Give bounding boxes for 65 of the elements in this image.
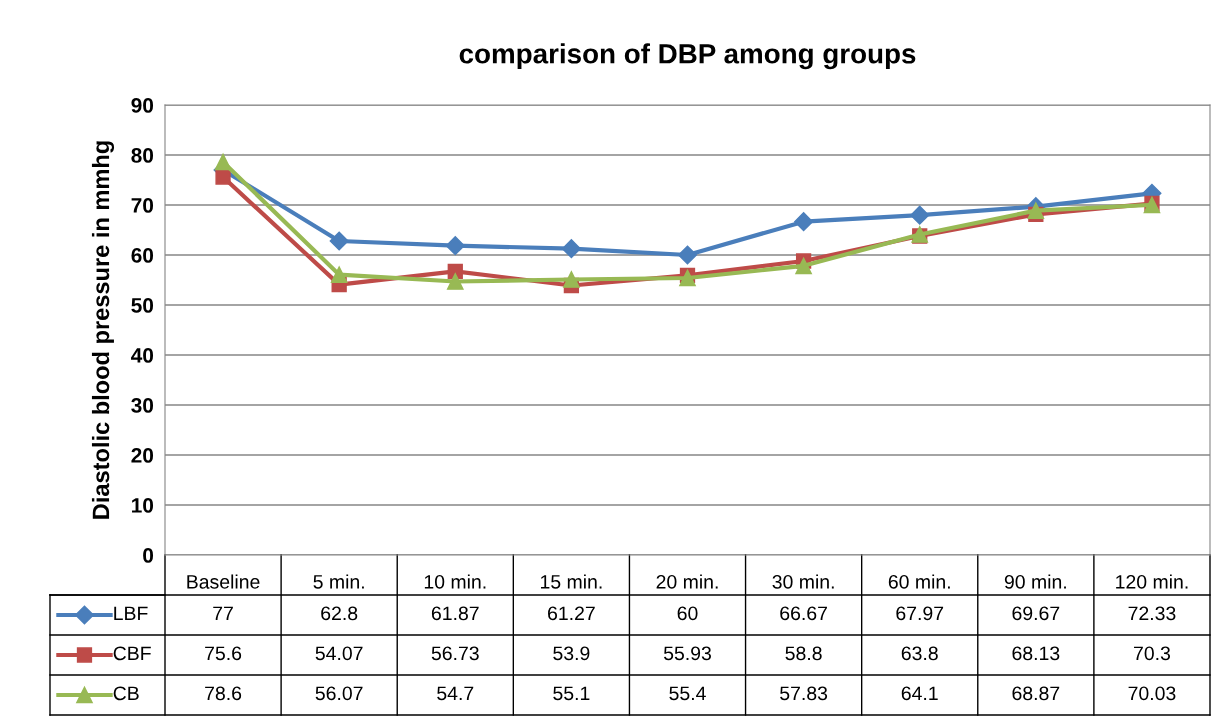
data-label: 55.93 [663, 646, 711, 661]
data-label: 63.8 [901, 646, 938, 661]
x-tick-label: 20 min. [656, 574, 718, 589]
y-tick-label: 80 [131, 148, 154, 163]
data-label: 70.3 [1134, 646, 1171, 661]
data-label: 53.9 [553, 646, 590, 661]
point [215, 169, 231, 185]
x-tick-label: 30 min. [772, 574, 834, 589]
point [330, 266, 348, 283]
y-tick-label: 30 [131, 398, 154, 413]
data-label: 54.07 [315, 646, 363, 661]
point [794, 212, 814, 232]
point [329, 231, 349, 251]
legend-label: CBF [113, 646, 151, 661]
y-tick-label: 50 [131, 298, 154, 313]
x-tick-label: 5 min. [313, 574, 364, 589]
data-label: 60 [677, 606, 698, 621]
data-label: 62.8 [321, 606, 358, 621]
legend-label: CB [113, 686, 139, 701]
point [679, 269, 696, 287]
point [563, 271, 580, 288]
data-label: 57.83 [780, 686, 828, 701]
x-tick-label: 90 min. [1004, 574, 1066, 589]
point [561, 239, 581, 259]
y-tick-label: 60 [131, 248, 154, 263]
data-label: 55.1 [553, 686, 590, 701]
legend-label: LBF [114, 606, 148, 621]
data-label: 54.7 [437, 686, 474, 701]
data-label: 70.03 [1128, 686, 1176, 701]
point [795, 257, 812, 275]
data-label: 61.27 [548, 606, 595, 621]
y-tick-label: 20 [131, 448, 154, 463]
y-tick-label: 0 [143, 548, 154, 563]
x-tick-label: 10 min. [424, 574, 486, 589]
point [910, 205, 930, 225]
data-label: 61.87 [431, 606, 479, 621]
y-tick-label: 90 [131, 98, 154, 113]
point [677, 245, 698, 265]
data-label: 68.13 [1012, 646, 1060, 661]
point [1027, 202, 1045, 219]
data-label: 68.87 [1012, 686, 1060, 701]
x-tick-label: 120 min. [1116, 574, 1188, 589]
point [446, 273, 464, 290]
y-tick-label: 10 [132, 498, 154, 513]
y-tick-label: 70 [131, 198, 154, 213]
data-label: 56.73 [431, 646, 479, 661]
data-label: 77 [213, 606, 233, 621]
data-label: 67.97 [896, 606, 944, 621]
y-tick-label: 40 [131, 348, 154, 363]
point [445, 236, 465, 256]
x-tick-label: 15 min. [540, 574, 602, 589]
y-axis-title: Diastolic blood pressure in mmhg [91, 141, 115, 519]
data-label: 56.07 [315, 686, 363, 701]
data-label: 75.6 [205, 646, 242, 661]
chart-title: comparison of DBP among groups [459, 43, 916, 70]
data-label: 64.1 [901, 686, 938, 701]
data-label: 55.4 [669, 686, 706, 701]
data-label: 69.67 [1012, 606, 1060, 621]
data-label: 78.6 [205, 686, 242, 701]
x-tick-label: 60 min. [888, 574, 950, 589]
point [214, 153, 232, 171]
data-label: 72.33 [1128, 606, 1176, 621]
data-label: 66.67 [780, 606, 827, 621]
x-tick-label: Baseline [187, 574, 260, 589]
data-label: 58.8 [785, 646, 822, 661]
